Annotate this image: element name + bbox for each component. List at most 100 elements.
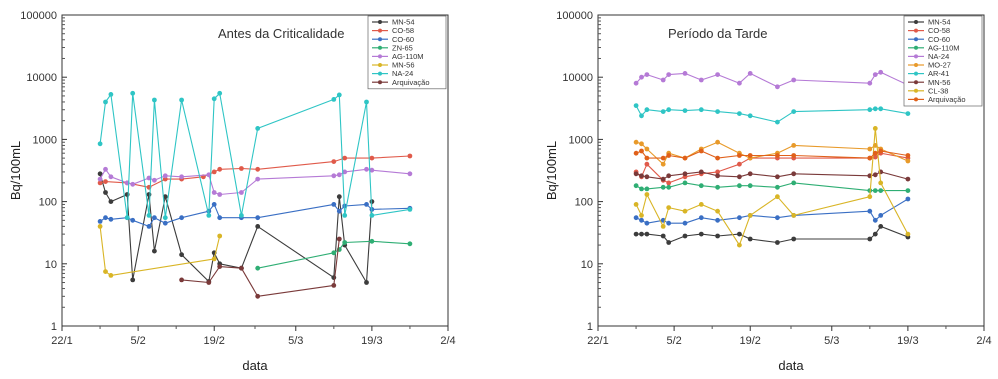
data-point	[872, 150, 878, 156]
legend-swatch-marker	[914, 80, 918, 85]
data-point	[737, 153, 742, 158]
legend-swatch-marker	[378, 37, 382, 42]
data-point	[152, 215, 157, 221]
data-point	[331, 97, 337, 102]
x-tick-label: 19/2	[740, 335, 761, 347]
series-line-zn-65	[257, 240, 410, 269]
legend-swatch-marker	[914, 37, 918, 42]
legend-swatch-marker	[914, 54, 918, 59]
legend-label: AG-110M	[928, 43, 960, 52]
data-point	[660, 109, 666, 114]
data-point	[660, 77, 666, 83]
series-line-na-24	[635, 71, 909, 88]
data-point	[660, 161, 666, 167]
data-point	[97, 224, 103, 229]
data-point	[124, 192, 130, 197]
data-point	[867, 236, 873, 242]
data-point	[666, 220, 672, 226]
data-point	[179, 174, 185, 180]
data-point	[867, 146, 873, 152]
legend-label: MN-56	[928, 78, 951, 87]
x-tick-label: 5/2	[130, 335, 145, 347]
data-point	[162, 176, 168, 182]
legend-swatch-marker	[914, 28, 918, 33]
data-point	[331, 159, 337, 165]
data-point	[162, 220, 168, 226]
data-point	[872, 188, 878, 194]
data-point	[633, 215, 639, 221]
data-point	[872, 231, 878, 237]
data-point	[644, 231, 650, 237]
data-point	[698, 107, 704, 113]
y-tick-label: 100000	[556, 10, 593, 22]
data-point	[867, 155, 873, 161]
data-point	[407, 171, 413, 177]
data-point	[698, 77, 704, 83]
data-point	[633, 80, 639, 86]
data-point	[682, 180, 688, 186]
data-point	[407, 207, 413, 212]
legend: MN-54CO-58CO-60AG-110MNA-24MO-27AR-41MN-…	[903, 15, 983, 107]
data-point	[644, 155, 650, 161]
data-point	[682, 71, 688, 76]
series-mn-56	[97, 224, 223, 278]
data-point	[905, 231, 911, 237]
data-point	[775, 240, 780, 245]
data-point	[737, 242, 742, 248]
data-point	[217, 264, 223, 269]
data-point	[715, 155, 720, 161]
data-point	[660, 184, 666, 190]
chart-antes-da-criticalidade: 1 10 100 1000 10000 100000 22/1 5/2 19/2 5/3 19/3 2…	[8, 10, 456, 373]
data-point	[152, 177, 157, 183]
legend-label: AG-110M	[392, 52, 424, 61]
data-point	[162, 194, 168, 200]
data-point	[698, 183, 704, 189]
data-point	[660, 224, 666, 229]
x-tick-label: 19/2	[204, 335, 225, 347]
y-tick-label: 10	[45, 259, 57, 271]
data-point	[791, 109, 797, 114]
data-point	[878, 180, 884, 186]
x-tick-label: 22/1	[587, 335, 608, 347]
data-point	[336, 172, 342, 178]
data-point	[331, 275, 337, 280]
data-point	[905, 176, 911, 182]
data-point	[715, 72, 720, 77]
data-point	[130, 277, 136, 283]
data-point	[336, 208, 342, 214]
x-tick-label: 22/1	[51, 335, 72, 347]
data-point	[97, 176, 103, 182]
data-point	[682, 171, 688, 177]
y-tick-label: 10000	[562, 72, 593, 84]
data-point	[206, 280, 212, 285]
data-point	[747, 236, 753, 242]
data-point	[633, 231, 639, 237]
data-point	[737, 80, 742, 86]
data-point	[336, 194, 342, 200]
data-point	[152, 248, 157, 254]
data-point	[633, 183, 639, 189]
data-point	[775, 174, 780, 180]
legend-label: AR-41	[928, 69, 949, 78]
x-axis-title: data	[242, 358, 268, 373]
data-point	[715, 184, 720, 190]
chart-periodo-da-tarde: 1 10 100 1000 10000 100000 22/1 5/2 19/2 5/3 19/3 2…	[544, 10, 992, 373]
legend-swatch-marker	[914, 71, 918, 76]
y-tick-label: 1000	[33, 134, 57, 146]
data-point	[108, 92, 114, 97]
data-point	[639, 231, 644, 237]
data-point	[639, 213, 644, 218]
data-point	[791, 153, 797, 158]
data-point	[369, 238, 375, 244]
data-point	[97, 180, 103, 186]
data-point	[682, 208, 688, 214]
data-point	[905, 158, 911, 164]
x-tick-label: 5/3	[288, 335, 303, 347]
data-point	[666, 184, 672, 190]
data-point	[211, 96, 217, 102]
data-point	[97, 171, 103, 177]
legend-label: CO-58	[392, 26, 414, 35]
y-tick-label: 1	[51, 321, 57, 333]
data-point	[179, 215, 185, 221]
legend-label: MN-56	[392, 61, 415, 70]
